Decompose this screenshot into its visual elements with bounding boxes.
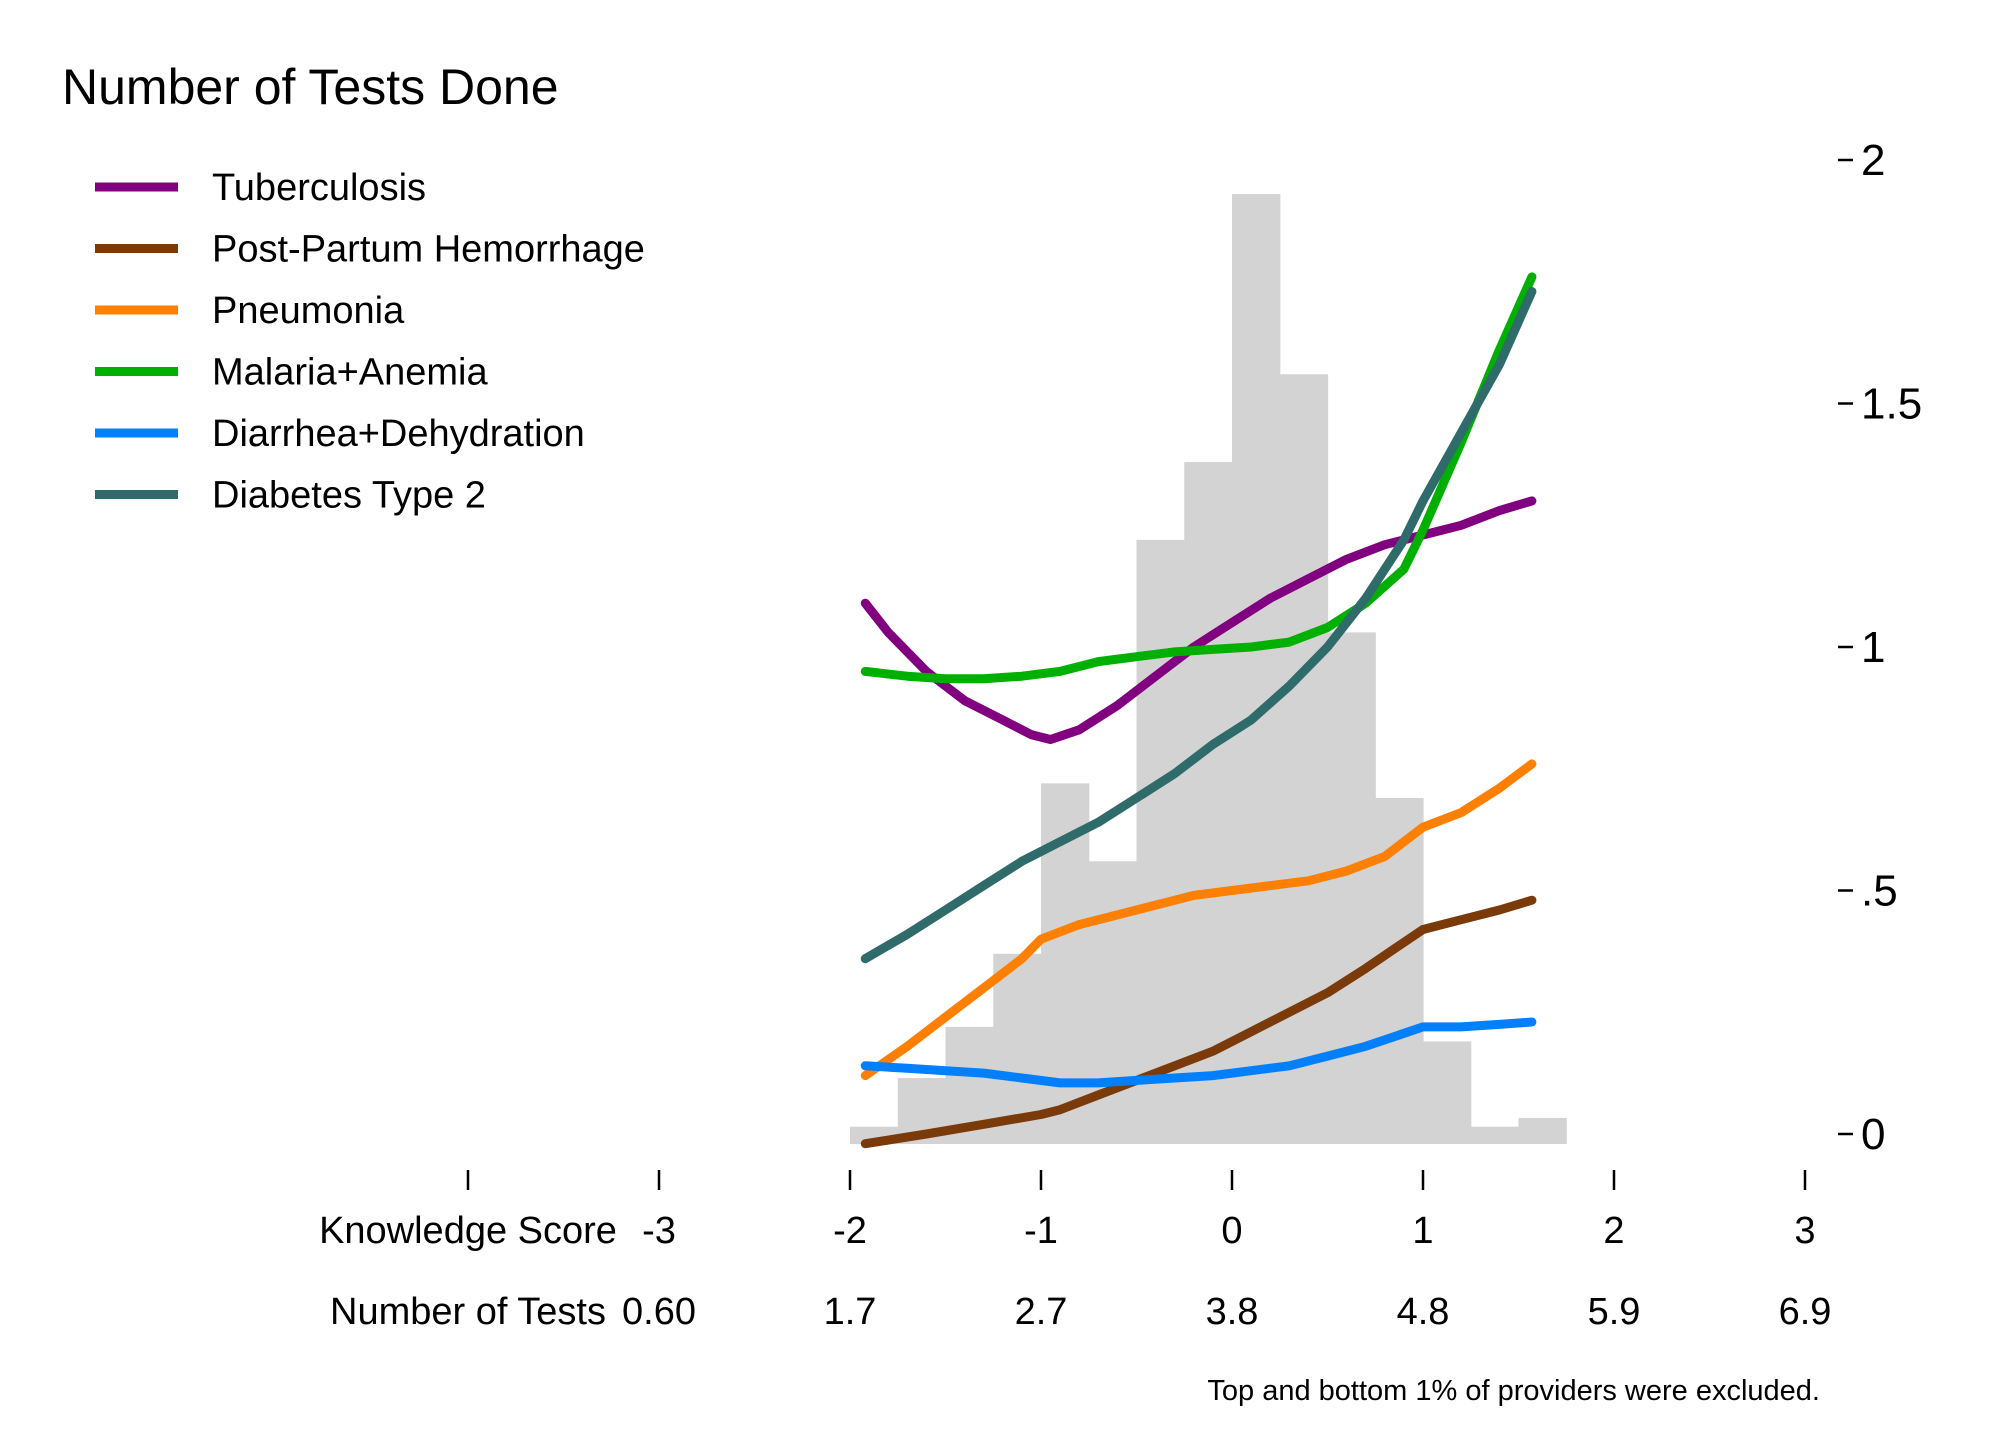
legend: Tuberculosis Post-Partum Hemorrhage Pneumo… [95, 167, 645, 517]
legend-label: Malaria+Anemia [212, 352, 488, 394]
x-tick-label: 2.7 [1015, 1291, 1068, 1333]
series-line-5 [860, 1017, 1537, 1088]
legend-label: Diarrhea+Dehydration [212, 413, 585, 455]
histogram [850, 194, 1567, 1145]
x-tick-label: 5.9 [1588, 1291, 1641, 1333]
histogram-bar [1184, 461, 1233, 1144]
x-tick-label: 3.8 [1206, 1291, 1259, 1333]
histogram-bar [1232, 194, 1281, 1145]
x-tick-label: 1.7 [824, 1291, 877, 1333]
x-tick-label: 3 [1794, 1210, 1815, 1252]
x-tick-label: 6.9 [1779, 1291, 1832, 1333]
chart-note: Top and bottom 1% of providers were excl… [1207, 1375, 1820, 1407]
y-tick-label: 2 [1861, 136, 1885, 185]
series-lines [860, 272, 1537, 1149]
y-tick-label: 0 [1861, 1110, 1885, 1159]
chart-title: Number of Tests Done [62, 59, 559, 115]
x-row-label: Knowledge Score [319, 1210, 617, 1252]
y-tick-label: .5 [1861, 867, 1898, 916]
series-line-3 [860, 759, 1537, 1081]
x-axis: Knowledge Score -3 -2 -1 0 1 2 3 Number of Tests… [319, 1170, 1831, 1333]
x-tick-label: 4.8 [1397, 1291, 1450, 1333]
y-tick-label: 1 [1861, 623, 1885, 672]
legend-label: Diabetes Type 2 [212, 475, 486, 517]
series-line-2 [860, 895, 1537, 1149]
x-tick-label: 2 [1603, 1210, 1624, 1252]
histogram-bar [1470, 1126, 1520, 1144]
histogram-bar [1423, 1041, 1472, 1144]
x-tick-label: 0.60 [622, 1291, 696, 1333]
x-tick-label: -2 [833, 1210, 867, 1252]
legend-label: Tuberculosis [212, 167, 426, 209]
x-tick-label: 0 [1221, 1210, 1242, 1252]
histogram-bar [1279, 374, 1329, 1144]
legend-label: Pneumonia [212, 290, 405, 332]
histogram-bar [1088, 861, 1138, 1144]
x-tick-label: 1 [1412, 1210, 1433, 1252]
x-row-label: Number of Tests [330, 1291, 606, 1333]
histogram-bar [1136, 539, 1185, 1144]
series-line-4 [860, 272, 1537, 684]
histogram-bar [1327, 632, 1376, 1144]
y-axis: 21.51.50 [1838, 136, 1922, 1159]
x-tick-label: -1 [1024, 1210, 1058, 1252]
x-tick-label: -3 [642, 1210, 676, 1252]
y-tick-label: 1.5 [1861, 380, 1922, 429]
histogram-bar [1518, 1117, 1567, 1144]
series-line-6 [860, 287, 1537, 964]
legend-label: Post-Partum Hemorrhage [212, 229, 645, 271]
